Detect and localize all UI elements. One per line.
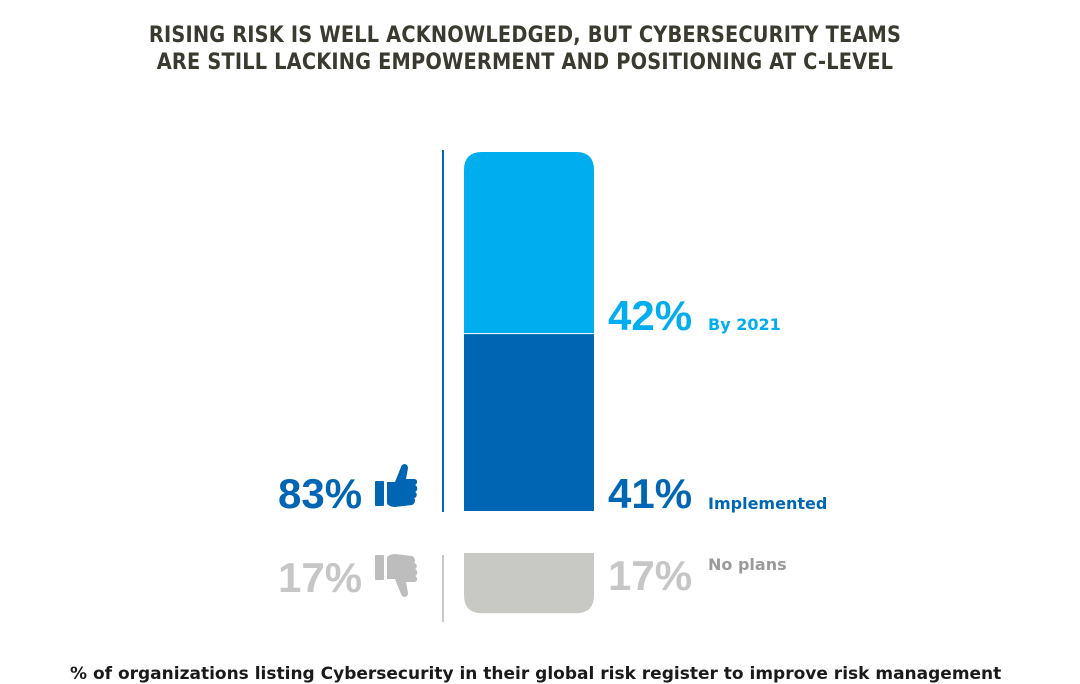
thumbs-up-icon — [375, 464, 418, 507]
bar-segment-by-2021 — [464, 152, 594, 334]
thumbs-down-icon — [375, 554, 418, 597]
bar-segment-no-plans — [464, 553, 594, 614]
value-label-by-2021: 42% — [608, 292, 692, 339]
series-label-by-2021: By 2021 — [708, 315, 781, 334]
chart-title: RISING RISK IS WELL ACKNOWLEDGED, BUT CY… — [63, 22, 987, 76]
series-label-no-plans: No plans — [708, 555, 787, 574]
value-label-no-plans: 17% — [608, 552, 692, 599]
summary-label-negative: 17% — [278, 554, 362, 601]
title-line-2: ARE STILL LACKING EMPOWERMENT AND POSITI… — [156, 50, 894, 75]
summary-label-positive: 83% — [278, 470, 362, 517]
value-label-implemented: 41% — [608, 470, 692, 517]
bar-segment-implemented — [464, 333, 594, 511]
title-line-1: RISING RISK IS WELL ACKNOWLEDGED, BUT CY… — [148, 23, 902, 48]
series-label-implemented: Implemented — [708, 494, 827, 513]
footer-note: % of organizations listing Cybersecurity… — [70, 664, 1002, 684]
